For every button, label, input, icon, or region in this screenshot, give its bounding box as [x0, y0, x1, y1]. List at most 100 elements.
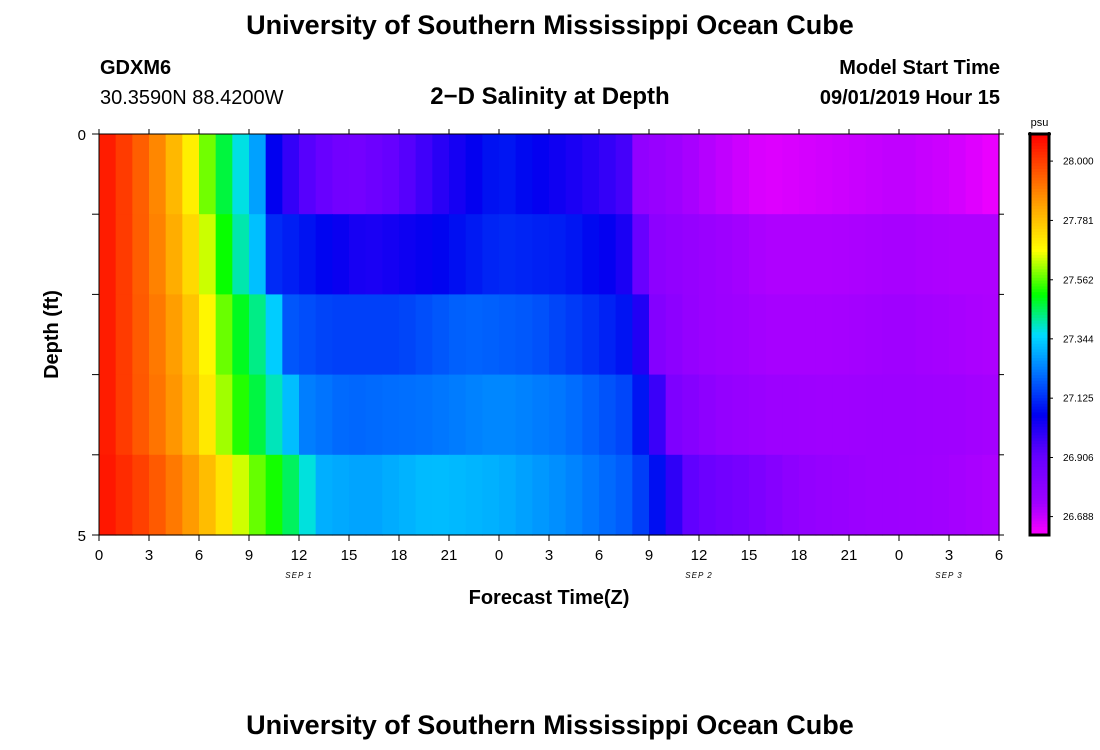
heatmap-cell — [132, 294, 150, 376]
heatmap-cell — [882, 214, 900, 295]
heatmap-cell — [515, 214, 533, 295]
colorbar-segment — [1030, 351, 1049, 356]
colorbar-segment — [1030, 134, 1049, 138]
colorbar-segment — [1030, 509, 1049, 513]
colorbar-segment — [1030, 357, 1049, 361]
heatmap-cell — [815, 294, 833, 376]
colorbar-segment — [1030, 514, 1049, 519]
colorbar-segment — [1030, 191, 1049, 195]
heatmap-cell — [315, 454, 333, 536]
heatmap-cell — [182, 374, 200, 456]
y-tick-label: 5 — [78, 528, 86, 545]
heatmap-cell — [499, 454, 517, 536]
heatmap-cell — [249, 454, 267, 536]
heatmap-cell — [982, 294, 1000, 376]
heatmap-cell — [682, 214, 700, 295]
colorbar-segment — [1030, 411, 1049, 416]
heatmap-cell — [899, 214, 917, 295]
heatmap-cell — [432, 214, 450, 295]
heatmap-cell — [849, 374, 867, 456]
heatmap-cell — [282, 214, 300, 295]
heatmap-cell — [132, 134, 150, 215]
colorbar-segment — [1030, 360, 1049, 364]
heatmap-cell — [799, 454, 817, 536]
heatmap-cell — [215, 134, 233, 215]
colorbar-segment — [1030, 434, 1049, 439]
colorbar-segment — [1030, 151, 1049, 155]
heatmap-cell — [465, 374, 483, 456]
colorbar-segment — [1030, 400, 1049, 404]
colorbar-segment — [1030, 474, 1049, 479]
colorbar-segment — [1030, 202, 1049, 207]
heatmap-cell — [782, 454, 800, 536]
colorbar-frame — [1028, 132, 1051, 537]
colorbar-segment — [1030, 156, 1049, 161]
colorbar-segment — [1030, 431, 1049, 436]
colorbar-segment — [1030, 446, 1049, 450]
colorbar-segment — [1030, 199, 1049, 204]
heatmap-cell — [165, 374, 183, 456]
colorbar-segment — [1030, 348, 1049, 353]
heatmap-cell — [432, 374, 450, 456]
colorbar-segment — [1030, 159, 1049, 164]
colorbar-unit: psu — [1031, 117, 1049, 129]
colorbar-segment — [1030, 145, 1049, 149]
heatmap-cell — [149, 374, 167, 456]
heatmap-cell — [715, 294, 733, 376]
heatmap-cell — [549, 374, 567, 456]
heatmap-cell — [549, 214, 567, 295]
heatmap-cell — [432, 294, 450, 376]
heatmap-cell — [632, 214, 650, 295]
heatmap-cell — [832, 214, 850, 295]
heatmap-cell — [932, 454, 950, 536]
heatmap-cell — [349, 294, 367, 376]
heatmap-cell — [182, 294, 200, 376]
colorbar-segment — [1030, 142, 1049, 147]
colorbar-segment — [1030, 280, 1049, 284]
heatmap-cell — [532, 294, 550, 376]
colorbar-segment — [1030, 377, 1049, 381]
colorbar-segment — [1030, 460, 1049, 464]
heatmap-cell — [399, 294, 417, 376]
heatmap-cell — [199, 134, 217, 215]
colorbar-segment — [1030, 205, 1049, 210]
heatmap-cell — [849, 214, 867, 295]
heatmap-cell — [832, 374, 850, 456]
heatmap-cell — [732, 134, 750, 215]
colorbar-segment — [1030, 397, 1049, 401]
heatmap-cell — [599, 214, 617, 295]
x-tick-label: 9 — [645, 547, 653, 564]
colorbar-segment — [1030, 262, 1049, 267]
colorbar-segment — [1030, 366, 1049, 370]
colorbar-segment — [1030, 211, 1049, 215]
colorbar-segment — [1030, 520, 1049, 525]
heatmap-cell — [782, 214, 800, 295]
colorbar-segment — [1030, 391, 1049, 396]
page-title: University of Southern Mississippi Ocean… — [246, 10, 854, 40]
heatmap-cell — [365, 454, 383, 536]
date-label: SEP 2 — [685, 571, 712, 580]
heatmap-cell — [515, 294, 533, 376]
colorbar-tick-label: 27.562 — [1063, 275, 1094, 286]
x-tick-label: 18 — [791, 547, 808, 564]
colorbar-segment — [1030, 317, 1049, 321]
x-tick-label: 9 — [245, 547, 253, 564]
heatmap-cell — [565, 454, 583, 536]
colorbar-segment — [1030, 305, 1049, 310]
heatmap-cell — [315, 134, 333, 215]
heatmap-cell — [232, 134, 250, 215]
heatmap-cell — [682, 134, 700, 215]
heatmap-cell — [699, 134, 717, 215]
heatmap-cell — [715, 214, 733, 295]
colorbar-segment — [1030, 471, 1049, 476]
heatmap-cell — [665, 134, 683, 215]
heatmap-cell — [182, 454, 200, 536]
heatmap-cell — [915, 374, 933, 456]
date-label: SEP 1 — [285, 571, 312, 580]
heatmap-cell — [932, 134, 950, 215]
heatmap-cell — [299, 294, 317, 376]
heatmap-cell — [865, 214, 883, 295]
colorbar-segment — [1030, 219, 1049, 224]
heatmap-cell — [115, 294, 133, 376]
colorbar-segment — [1030, 429, 1049, 433]
